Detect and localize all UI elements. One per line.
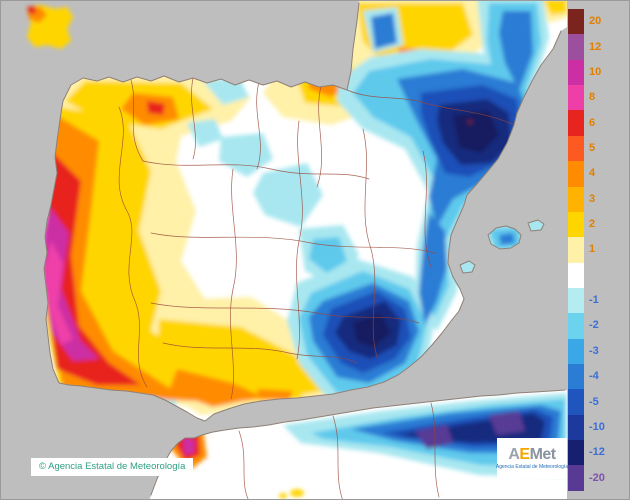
legend-segment: -1 [568,287,605,314]
legend-color-swatch [568,287,584,314]
legend-value-label: 2 [589,218,596,231]
legend-color-swatch [568,414,584,441]
legend-value-label: -5 [589,395,599,408]
aemet-wordmark: AEMet [508,446,557,463]
legend-segment: 2 [568,211,605,238]
legend-segment: -12 [568,440,605,466]
legend-segment: -2 [568,313,605,339]
legend-color-swatch [568,313,584,339]
legend-color-swatch [568,59,584,86]
legend-segment: 6 [568,110,605,136]
legend-value-label: 6 [589,116,596,129]
legend-color-swatch [568,465,584,491]
legend-color-swatch [568,85,584,111]
coastline [43,2,566,496]
legend-value-label: 3 [589,192,596,205]
legend-value-label: -20 [589,471,605,484]
legend-segment: 10 [568,59,605,86]
legend-segment: 5 [568,135,605,162]
legend-segment: 1 [568,237,605,263]
legend-color-swatch [568,364,584,390]
legend-color-swatch [568,389,584,415]
legend-segment: -5 [568,389,605,415]
legend-value-label: -1 [589,294,599,307]
legend-value-label: 8 [589,91,596,104]
legend-value-label: -3 [589,344,599,357]
legend-value-label: -12 [589,446,605,459]
legend-value-label: 4 [589,167,596,180]
legend-segment: 3 [568,186,605,212]
legend-value-label: 20 [589,15,602,28]
legend-color-swatch [568,34,584,60]
legend-color-swatch [568,262,584,288]
legend-segment: 8 [568,85,605,111]
legend-value-label: 10 [589,65,602,78]
legend-segment: -20 [568,465,605,491]
legend-segment: 4 [568,161,605,187]
legend-segment: 20 [568,9,605,35]
legend-segment: -3 [568,338,605,365]
legend-color-swatch [568,161,584,187]
legend-segment: -4 [568,364,605,390]
temperature-legend: 20 12 10 8 6 5 4 3 2 1 -1 -2 -3 -4 -5 -10 -12 -20 [568,9,605,491]
legend-value-label: -10 [589,420,605,433]
legend-color-swatch [568,440,584,466]
legend-value-label: 12 [589,40,602,53]
province-borders [118,77,515,499]
legend-value-label: 1 [589,243,596,256]
legend-segment: -10 [568,414,605,441]
legend-color-swatch [568,135,584,162]
aemet-logo: AEMet Agencia Estatal de Meteorología [495,438,569,479]
copyright-text: © Agencia Estatal de Meteorología [31,458,194,476]
temperature-field [44,1,567,477]
legend-color-swatch [568,211,584,238]
legend-segment [568,262,605,288]
legend-color-swatch [568,237,584,263]
legend-value-label: -2 [589,319,599,332]
legend-color-swatch [568,338,584,365]
legend-color-swatch [568,186,584,212]
aemet-letters-met: Met [529,446,557,463]
legend-color-swatch [568,110,584,136]
legend-value-label: -4 [589,370,599,383]
aemet-letter-e: E [519,446,530,463]
legend-value-label: 5 [589,141,596,154]
legend-segment: 12 [568,34,605,60]
edge-data-blobs [27,5,304,499]
aemet-tagline: Agencia Estatal de Meteorología [495,464,569,470]
legend-color-swatch [568,9,584,35]
aemet-letter-a: A [508,446,520,463]
